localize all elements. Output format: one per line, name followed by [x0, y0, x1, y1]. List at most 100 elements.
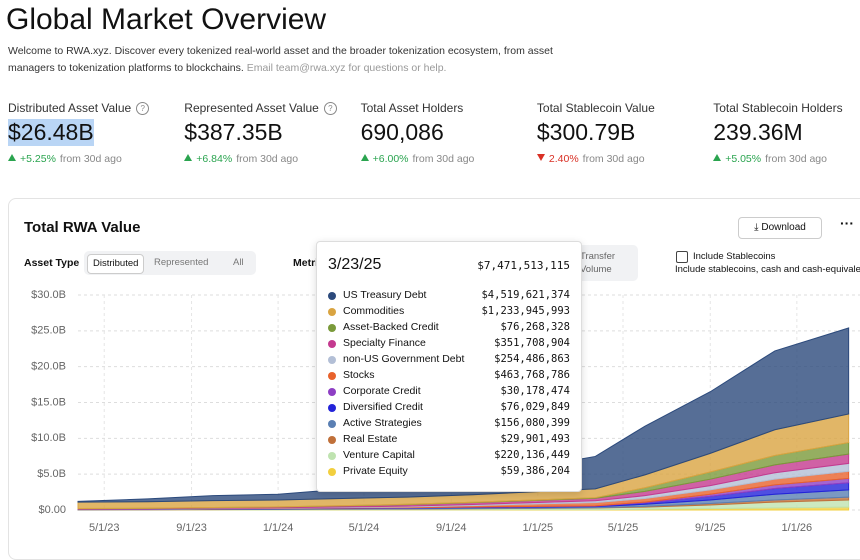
- x-tick-label: 9/1/25: [695, 522, 726, 534]
- change-value: +5.05%: [725, 153, 762, 165]
- change-value: +5.25%: [20, 153, 56, 165]
- stat-value: $387.35B: [184, 119, 283, 145]
- change-note: from 30d ago: [582, 153, 645, 165]
- change-value: +6.00%: [372, 153, 409, 165]
- tooltip-total: $7,471,513,115: [477, 259, 570, 272]
- tooltip-series-name: non-US Government Debt: [343, 353, 465, 365]
- tooltip-series-value: $220,136,449: [494, 449, 570, 461]
- tooltip-series-name: Active Strategies: [343, 417, 422, 429]
- tooltip-swatch: [328, 452, 336, 460]
- change-value: 2.40%: [548, 153, 579, 165]
- stat-label: Total Asset Holders: [360, 101, 464, 115]
- asset-type-option[interactable]: Represented: [154, 257, 209, 268]
- tooltip-swatch: [328, 404, 336, 412]
- description-text: Welcome to RWA.xyz. Discover every token…: [8, 45, 553, 74]
- tooltip-swatch: [328, 356, 336, 364]
- tooltip-swatch: [328, 308, 336, 316]
- more-menu[interactable]: ···: [840, 215, 854, 231]
- y-tick-label: $15.0B: [31, 396, 66, 408]
- stat-change: +6.84% from 30d ago: [184, 153, 298, 165]
- x-tick-label: 9/1/24: [436, 522, 467, 534]
- x-tick-label: 1/1/26: [782, 522, 813, 534]
- stat-change: +5.05% from 30d ago: [713, 153, 827, 165]
- tooltip-series-value: $29,901,493: [500, 433, 570, 445]
- tooltip-swatch: [328, 420, 336, 428]
- tooltip-series-name: Corporate Credit: [343, 385, 421, 397]
- tooltip-series-value: $463,768,786: [494, 369, 570, 381]
- change-note: from 30d ago: [765, 153, 827, 165]
- chart-title: Total RWA Value: [24, 219, 141, 236]
- tooltip-series-value: $4,519,621,374: [481, 289, 570, 301]
- x-tick-label: 1/1/25: [523, 522, 554, 534]
- download-button[interactable]: ⤓ Download: [738, 217, 822, 239]
- contact[interactable]: Email team@rwa.xyz for questions or help…: [246, 62, 447, 74]
- y-tick-label: $5.0B: [37, 468, 66, 480]
- tooltip-series-name: Commodities: [343, 305, 405, 317]
- stablecoin-note: Include stablecoins, cash and cash-equiv…: [675, 264, 860, 275]
- tooltip-swatch: [328, 372, 336, 380]
- stat-change: 2.40% from 30d ago: [536, 153, 645, 165]
- tooltip-series-value: $1,233,945,993: [481, 305, 570, 317]
- tooltip-swatch: [328, 436, 336, 444]
- tooltip: 3/23/25 $7,471,513,115 US Treasury Debt $…: [316, 241, 582, 492]
- stat-value: 239.36M: [713, 119, 803, 145]
- stat-label: Distributed Asset Value?: [8, 101, 150, 116]
- stat-change: +5.25% from 30d ago: [8, 153, 122, 165]
- asset-type-label: Asset Type: [24, 257, 80, 269]
- stat-label: Total Stablecoin Holders: [713, 101, 843, 115]
- y-tick-label: $20.0B: [31, 361, 66, 373]
- download-icon: ⤓: [754, 222, 762, 233]
- x-tick-label: 5/1/25: [608, 522, 639, 534]
- tooltip-series-name: Asset-Backed Credit: [343, 321, 439, 333]
- stat-label: Total Stablecoin Value: [536, 101, 655, 115]
- tooltip-series-name: Specialty Finance: [343, 337, 426, 349]
- tooltip-series-value: $351,708,904: [494, 337, 570, 349]
- change-arrow: [8, 154, 16, 161]
- tooltip-swatch: [328, 340, 336, 348]
- tooltip-series-name: Stocks: [343, 369, 375, 381]
- y-tick-label: $10.0B: [31, 432, 66, 444]
- tooltip-series-name: Diversified Credit: [343, 401, 423, 413]
- download-label: Download: [761, 222, 806, 233]
- y-tick-label: $30.0B: [31, 289, 66, 301]
- asset-type-option[interactable]: All: [233, 257, 244, 268]
- x-tick-label: 1/1/24: [263, 522, 294, 534]
- stat-value: $26.48B: [8, 119, 94, 146]
- stat-value: 690,086: [360, 119, 444, 145]
- tooltip-series-value: $76,029,849: [500, 401, 570, 413]
- info-icon: ?: [323, 102, 337, 116]
- y-tick-label: $25.0B: [31, 325, 66, 337]
- tooltip-swatch: [328, 324, 336, 332]
- page-title: Global Market Overview: [6, 3, 327, 36]
- tooltip-series-value: $156,080,399: [494, 417, 570, 429]
- stablecoin-checkbox[interactable]: [676, 251, 688, 263]
- asset-type-option[interactable]: Distributed: [87, 254, 145, 274]
- tooltip-swatch: [328, 292, 336, 300]
- change-value: +6.84%: [196, 153, 233, 165]
- tooltip-series-name: Private Equity: [343, 465, 408, 477]
- x-tick-label: 5/1/24: [349, 522, 380, 534]
- tooltip-series-value: $76,268,328: [500, 321, 570, 333]
- change-arrow: [536, 154, 545, 161]
- change-note: from 30d ago: [59, 153, 122, 165]
- tooltip-series-value: $59,386,204: [500, 465, 570, 477]
- tooltip-swatch: [328, 468, 336, 476]
- change-arrow: [713, 154, 722, 161]
- info-icon: ?: [136, 102, 150, 116]
- stat-change: +6.00% from 30d ago: [360, 153, 475, 165]
- tooltip-series-value: $254,486,863: [494, 353, 570, 365]
- tooltip-date: 3/23/25: [328, 256, 382, 273]
- page: Global Market Overview Welcome to RWA.xy…: [6, 3, 860, 560]
- stat-value: $300.79B: [536, 119, 636, 145]
- tooltip-series-name: Venture Capital: [343, 449, 415, 461]
- change-note: from 30d ago: [412, 153, 475, 165]
- x-tick-label: 9/1/23: [176, 522, 207, 534]
- y-tick-label: $0.00: [38, 504, 66, 516]
- tooltip-series-name: Real Estate: [343, 433, 398, 445]
- stablecoin-label: Include Stablecoins: [693, 251, 776, 262]
- change-note: from 30d ago: [236, 153, 299, 165]
- change-arrow: [360, 154, 369, 161]
- stat-label: Represented Asset Value?: [184, 101, 337, 116]
- tooltip-swatch: [328, 388, 336, 396]
- tooltip-series-value: $30,178,474: [500, 385, 570, 397]
